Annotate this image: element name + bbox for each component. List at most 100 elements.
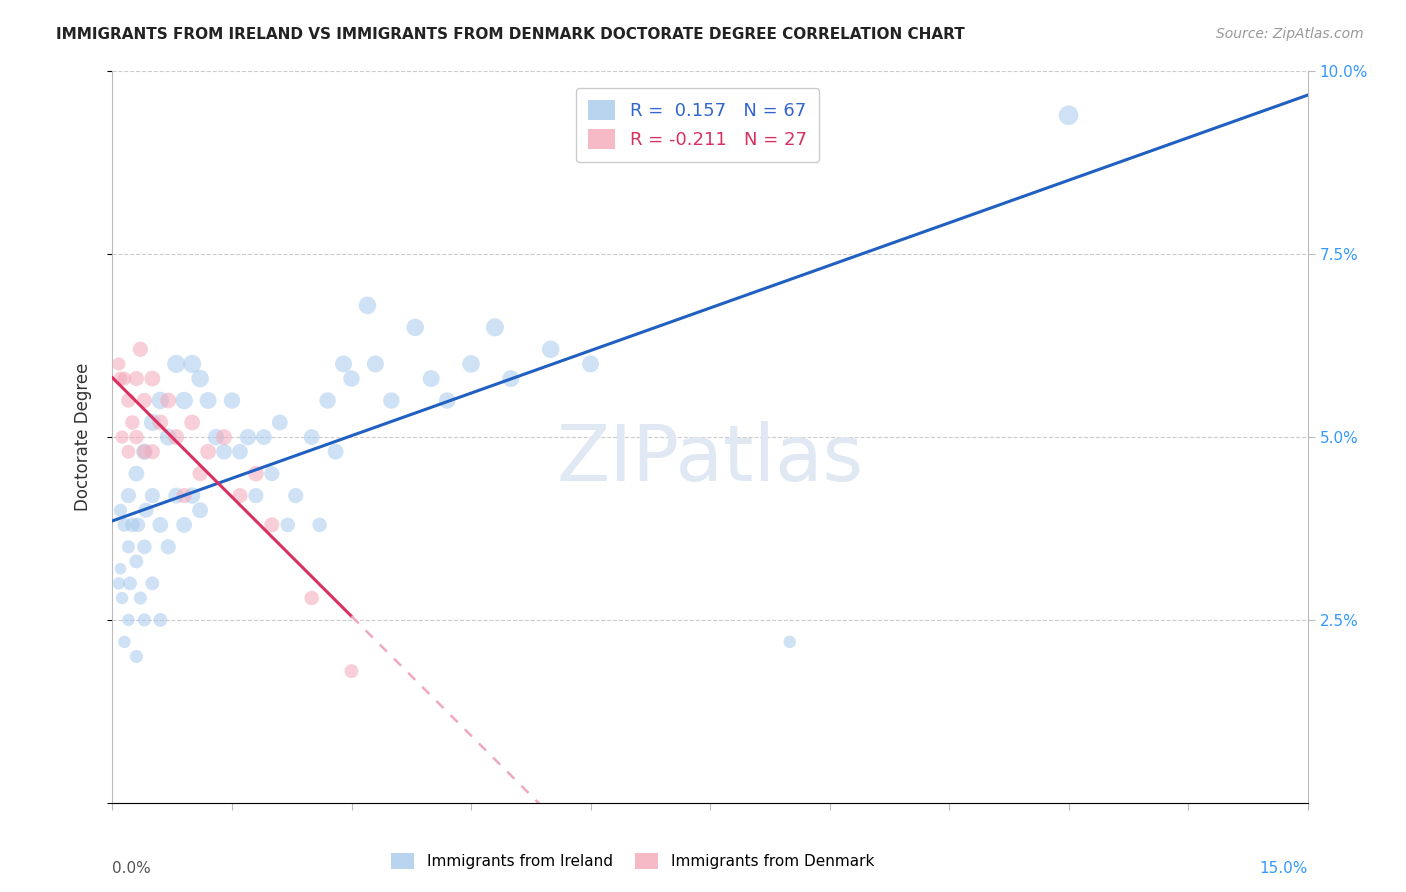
Text: 0.0%: 0.0% bbox=[112, 862, 152, 876]
Point bbox=[229, 444, 252, 458]
Point bbox=[316, 393, 339, 408]
Point bbox=[245, 489, 267, 503]
Point bbox=[141, 371, 163, 385]
Point bbox=[364, 357, 387, 371]
Point bbox=[579, 357, 602, 371]
Point bbox=[108, 576, 131, 591]
Point bbox=[121, 416, 143, 430]
Point bbox=[229, 489, 252, 503]
Point bbox=[129, 343, 152, 357]
Point bbox=[212, 430, 235, 444]
Point bbox=[134, 393, 156, 408]
Point bbox=[540, 343, 562, 357]
Point bbox=[356, 298, 378, 312]
Point bbox=[117, 489, 139, 503]
Point bbox=[253, 430, 276, 444]
Point bbox=[114, 517, 135, 532]
Point bbox=[173, 489, 195, 503]
Point bbox=[236, 430, 259, 444]
Point bbox=[173, 393, 195, 408]
Point bbox=[149, 393, 172, 408]
Point bbox=[301, 430, 323, 444]
Point bbox=[340, 371, 363, 385]
Point bbox=[404, 320, 426, 334]
Point bbox=[301, 591, 323, 605]
Point bbox=[134, 444, 156, 458]
Y-axis label: Doctorate Degree: Doctorate Degree bbox=[73, 363, 91, 511]
Point bbox=[125, 430, 148, 444]
Point bbox=[117, 540, 139, 554]
Point bbox=[125, 467, 148, 481]
Point bbox=[269, 416, 291, 430]
Point bbox=[118, 576, 141, 591]
Point bbox=[157, 393, 180, 408]
Point bbox=[340, 664, 363, 678]
Point bbox=[188, 371, 211, 385]
Point bbox=[460, 357, 482, 371]
Point bbox=[125, 554, 148, 568]
Legend: Immigrants from Ireland, Immigrants from Denmark: Immigrants from Ireland, Immigrants from… bbox=[385, 847, 880, 875]
Point bbox=[149, 613, 172, 627]
Point bbox=[181, 357, 204, 371]
Point bbox=[141, 444, 163, 458]
Point bbox=[125, 649, 148, 664]
Point bbox=[205, 430, 228, 444]
Legend: R =  0.157   N = 67, R = -0.211   N = 27: R = 0.157 N = 67, R = -0.211 N = 27 bbox=[575, 87, 820, 161]
Point bbox=[134, 540, 156, 554]
Point bbox=[173, 517, 195, 532]
Point bbox=[165, 489, 187, 503]
Point bbox=[110, 503, 132, 517]
Point bbox=[134, 444, 156, 458]
Point bbox=[108, 357, 131, 371]
Point bbox=[129, 591, 152, 605]
Text: IMMIGRANTS FROM IRELAND VS IMMIGRANTS FROM DENMARK DOCTORATE DEGREE CORRELATION : IMMIGRANTS FROM IRELAND VS IMMIGRANTS FR… bbox=[56, 27, 965, 42]
Point bbox=[260, 517, 283, 532]
Point bbox=[110, 371, 132, 385]
Point bbox=[141, 416, 163, 430]
Point bbox=[117, 613, 139, 627]
Point bbox=[484, 320, 506, 334]
Point bbox=[197, 393, 219, 408]
Point bbox=[308, 517, 330, 532]
Point bbox=[499, 371, 522, 385]
Point bbox=[197, 444, 219, 458]
Point bbox=[380, 393, 402, 408]
Point bbox=[114, 635, 135, 649]
Point bbox=[181, 489, 204, 503]
Point bbox=[134, 613, 156, 627]
Text: ZIPatlas: ZIPatlas bbox=[557, 421, 863, 497]
Point bbox=[121, 517, 143, 532]
Point bbox=[165, 430, 187, 444]
Point bbox=[149, 517, 172, 532]
Point bbox=[165, 357, 187, 371]
Point bbox=[117, 444, 139, 458]
Point bbox=[157, 540, 180, 554]
Point bbox=[114, 371, 135, 385]
Point bbox=[277, 517, 299, 532]
Point bbox=[149, 416, 172, 430]
Point bbox=[141, 489, 163, 503]
Point bbox=[141, 576, 163, 591]
Point bbox=[779, 635, 801, 649]
Point bbox=[245, 467, 267, 481]
Point bbox=[117, 393, 139, 408]
Point bbox=[325, 444, 347, 458]
Point bbox=[125, 371, 148, 385]
Point bbox=[135, 503, 157, 517]
Point bbox=[260, 467, 283, 481]
Point bbox=[420, 371, 443, 385]
Point bbox=[188, 467, 211, 481]
Point bbox=[212, 444, 235, 458]
Point bbox=[436, 393, 458, 408]
Point bbox=[188, 503, 211, 517]
Point bbox=[110, 562, 132, 576]
Point bbox=[332, 357, 354, 371]
Text: Source: ZipAtlas.com: Source: ZipAtlas.com bbox=[1216, 27, 1364, 41]
Point bbox=[157, 430, 180, 444]
Text: 15.0%: 15.0% bbox=[1260, 862, 1308, 876]
Point bbox=[1057, 108, 1080, 122]
Point bbox=[111, 430, 134, 444]
Point bbox=[127, 517, 149, 532]
Point bbox=[111, 591, 134, 605]
Point bbox=[181, 416, 204, 430]
